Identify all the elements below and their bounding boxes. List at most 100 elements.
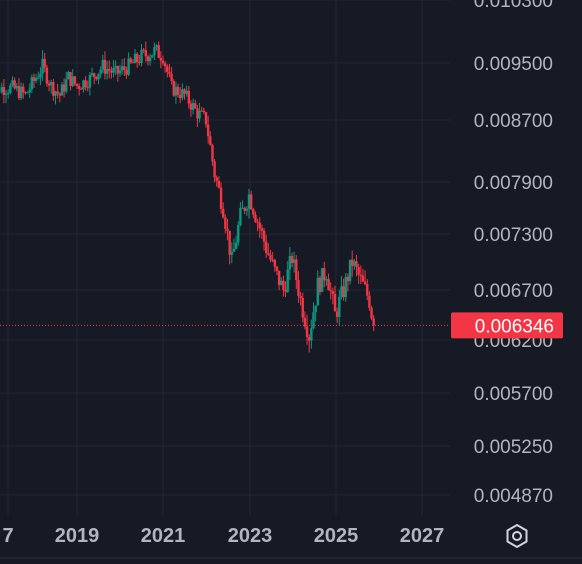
x-tick-label: 2027 xyxy=(400,525,445,547)
candle xyxy=(234,235,238,250)
candle xyxy=(202,107,206,115)
candle xyxy=(366,279,369,301)
candle xyxy=(187,86,190,109)
candle xyxy=(239,201,242,227)
candle xyxy=(123,58,126,76)
candle xyxy=(286,260,289,293)
candle xyxy=(331,287,335,305)
candle xyxy=(110,66,113,79)
candle xyxy=(355,255,358,277)
candle xyxy=(357,263,360,284)
candle xyxy=(273,258,276,272)
candle xyxy=(249,190,253,211)
last-price-badge: 0.006346 xyxy=(451,312,563,339)
x-tick-label: 7 xyxy=(2,525,13,547)
candle xyxy=(86,80,89,92)
candle xyxy=(19,82,23,101)
candle xyxy=(142,47,145,54)
candle xyxy=(292,251,296,273)
candle xyxy=(320,267,324,293)
candle xyxy=(151,54,154,58)
y-tick-label: 0.007900 xyxy=(474,173,553,194)
candle xyxy=(120,59,124,75)
candle xyxy=(346,273,350,292)
candle xyxy=(316,270,319,306)
candle xyxy=(204,111,208,128)
candle xyxy=(194,99,197,109)
candle xyxy=(329,282,332,300)
candle xyxy=(32,73,36,89)
candle xyxy=(168,63,171,78)
candle xyxy=(101,54,104,74)
candle xyxy=(209,131,212,146)
candle xyxy=(146,54,150,66)
candle xyxy=(97,73,100,85)
candle xyxy=(166,64,169,78)
candle xyxy=(65,71,68,94)
candle xyxy=(118,64,122,77)
candle xyxy=(254,211,257,223)
candle xyxy=(288,246,292,280)
y-axis: 0.010300 0.009500 0.008700 0.007900 0.007300… xyxy=(474,0,553,507)
candle xyxy=(262,228,266,251)
y-tick-label: 0.009500 xyxy=(474,54,553,75)
candle xyxy=(232,238,236,253)
candle xyxy=(314,305,317,322)
candle xyxy=(200,106,203,112)
candle xyxy=(116,65,120,82)
candle xyxy=(219,182,223,214)
candle xyxy=(84,76,87,91)
candle xyxy=(129,56,132,64)
candle xyxy=(127,52,130,77)
x-tick-label: 2023 xyxy=(228,525,273,547)
candle xyxy=(267,243,270,256)
candle xyxy=(155,44,158,51)
candle xyxy=(271,251,274,263)
candle xyxy=(95,76,98,81)
candle xyxy=(159,51,163,69)
candle xyxy=(2,78,6,104)
y-tick-label: 0.007300 xyxy=(474,225,553,246)
chart-settings-button[interactable] xyxy=(503,522,531,550)
candle xyxy=(54,90,57,105)
candle xyxy=(370,305,373,321)
candle xyxy=(290,252,294,268)
candle xyxy=(196,104,199,127)
candle xyxy=(88,72,92,96)
candle xyxy=(153,42,156,61)
grid xyxy=(0,0,450,515)
candle xyxy=(131,59,135,64)
candle xyxy=(37,71,40,80)
y-tick-label: 0.010300 xyxy=(474,0,553,12)
candle xyxy=(125,66,128,79)
y-tick-label: 0.005700 xyxy=(474,384,553,405)
x-tick-label: 2021 xyxy=(141,525,186,547)
candle xyxy=(191,98,195,115)
candle xyxy=(17,78,21,101)
candle xyxy=(245,206,249,216)
candle xyxy=(299,291,302,306)
candle xyxy=(43,52,46,73)
candle xyxy=(215,175,218,187)
candle xyxy=(359,265,362,284)
candle xyxy=(112,59,115,78)
candle xyxy=(157,41,160,59)
candle xyxy=(348,259,352,285)
candle xyxy=(34,74,38,84)
candle xyxy=(226,218,229,241)
candle xyxy=(185,85,188,97)
candle xyxy=(174,81,178,104)
candle xyxy=(237,221,240,246)
candle xyxy=(213,159,216,183)
candle xyxy=(295,255,298,289)
candle xyxy=(28,83,31,98)
candle xyxy=(11,76,14,88)
candle xyxy=(136,52,139,68)
candle xyxy=(144,41,147,62)
candle xyxy=(258,217,261,238)
candle xyxy=(15,83,18,92)
candle xyxy=(230,242,233,264)
candle xyxy=(342,278,345,301)
candle xyxy=(9,82,12,95)
